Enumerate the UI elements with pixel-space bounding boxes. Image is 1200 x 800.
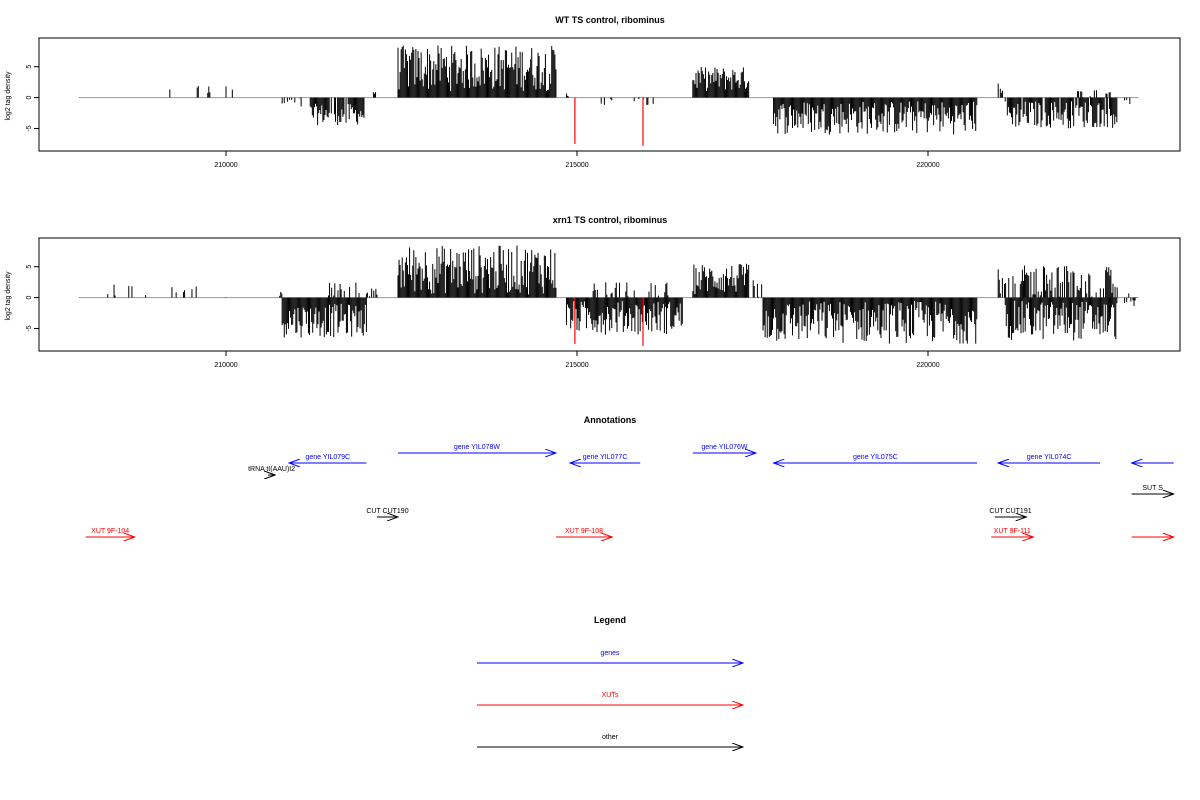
annotation-label: gene YIL077C (583, 454, 628, 461)
chart-title: xrn1 TS control, ribominus (553, 215, 668, 225)
y-tick-label: -5 (26, 325, 33, 331)
y-tick-label: 5 (26, 265, 33, 269)
annotation-label: SUT S (1142, 485, 1163, 492)
annotation-label: CUT CUT190 (366, 508, 408, 515)
annotation-label: tRNA tI(AAU)I2 (248, 466, 295, 473)
x-tick-label: 215000 (565, 162, 588, 169)
legend-label: XUTs (602, 692, 619, 699)
annotation-feature: CUT CUT190 (366, 508, 409, 517)
y-tick-label: 0 (26, 96, 33, 100)
annotations-panel: Annotations gene YIL079C gene YIL078W gene… (85, 415, 1174, 537)
legend-item: XUTs (477, 692, 743, 705)
annotation-feature: gene YIL077C (570, 454, 641, 463)
annotation-feature: XUT 9F-108 (555, 528, 612, 537)
x-tick-label: 210000 (214, 362, 237, 369)
legend-panel: Legend genes XUTs other (477, 615, 743, 747)
x-tick-label: 215000 (565, 362, 588, 369)
annotation-label: XUT 9F-104 (91, 528, 129, 535)
annotation-label: gene YIL075C (853, 454, 898, 461)
y-tick-label: -5 (26, 125, 33, 131)
annotation-label: XUT 9F-108 (565, 528, 603, 535)
annotation-label: gene YIL078W (454, 444, 501, 451)
chart-title: WT TS control, ribominus (555, 15, 665, 25)
x-tick-label: 220000 (916, 162, 939, 169)
legend-item: genes (477, 650, 743, 663)
annotation-feature: XUT 9F-104 (85, 528, 135, 537)
annotation-feature: SUT S (1131, 485, 1174, 494)
y-axis-label: log2 tag density (5, 271, 12, 321)
annotation-label: gene YIL074C (1027, 454, 1072, 461)
annotation-label: gene YIL079C (305, 454, 350, 461)
x-tick-label: 220000 (916, 362, 939, 369)
annotation-feature: CUT CUT191 (989, 508, 1032, 517)
y-tick-label: 5 (26, 65, 33, 69)
y-axis-label: log2 tag density (5, 71, 12, 121)
x-tick-label: 210000 (214, 162, 237, 169)
plot-frame (38, 37, 1181, 152)
chart-panel-xrn1: xrn1 TS control, ribominus log2 tag dens… (5, 215, 1181, 369)
annotation-feature: gene YIL076W (692, 444, 756, 453)
legend-label: genes (600, 650, 620, 657)
annotation-feature: gene YIL079C (289, 454, 367, 463)
annotations-title: Annotations (584, 415, 637, 425)
chart-panel-wt: WT TS control, ribominus log2 tag densit… (5, 15, 1181, 169)
annotation-label: gene YIL076W (701, 444, 748, 451)
y-tick-label: 0 (26, 296, 33, 300)
annotation-feature: gene YIL074C (998, 454, 1100, 463)
annotation-feature: tRNA tI(AAU)I2 (248, 466, 295, 475)
annotation-label: XUT 9F-111 (994, 528, 1031, 535)
annotation-feature: XUT 9F-111 (991, 528, 1033, 537)
legend-title: Legend (594, 615, 626, 625)
annotation-feature: gene YIL078W (397, 444, 556, 453)
legend-item: other (477, 734, 743, 747)
annotation-label: CUT CUT191 (989, 508, 1031, 515)
legend-label: other (602, 734, 619, 741)
annotation-feature: gene YIL075C (774, 454, 978, 463)
plot-frame (38, 237, 1181, 352)
